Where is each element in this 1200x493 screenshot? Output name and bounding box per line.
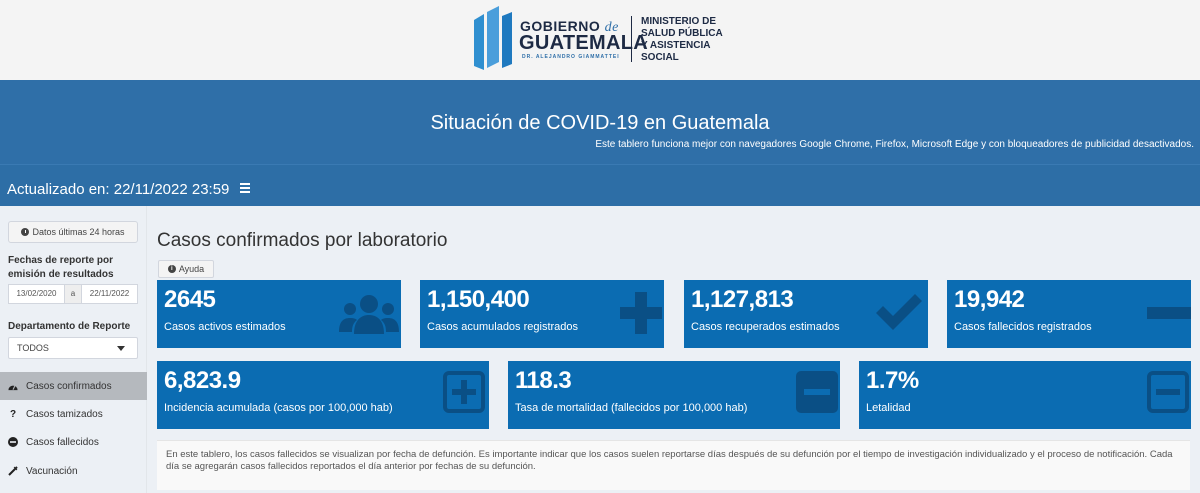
date-range-picker: 13/02/2020 a 22/11/2022 bbox=[8, 284, 138, 304]
stat-box-casos-activos: 2645 Casos activos estimados bbox=[157, 280, 401, 348]
logo-president: DR. ALEJANDRO GIAMMATTEI bbox=[522, 54, 620, 60]
stat-box-incidencia: 6,823.9 Incidencia acumulada (casos por … bbox=[157, 361, 489, 429]
logo-bar bbox=[0, 0, 1200, 80]
stat-box-casos-fallecidos: 19,942 Casos fallecidos registrados bbox=[947, 280, 1191, 348]
help-label: Ayuda bbox=[178, 264, 205, 274]
stat-value: 1,127,813 bbox=[691, 286, 794, 313]
page-title-main: Situación de COVID-19 en Guatemala bbox=[430, 112, 770, 134]
stat-value: 1,150,400 bbox=[427, 286, 530, 313]
stat-label: Casos activos estimados bbox=[164, 321, 286, 333]
disclaimer-note: En este tablero, los casos fallecidos se… bbox=[157, 440, 1190, 490]
sidebar-item-label: Vacunación bbox=[26, 465, 78, 477]
stat-value: 2645 bbox=[164, 286, 216, 313]
department-select[interactable]: TODOS bbox=[8, 337, 138, 359]
hamburger-icon[interactable] bbox=[240, 183, 250, 193]
ministerio-line: Y ASISTENCIA bbox=[641, 40, 711, 51]
last-24h-label: Datos últimas 24 horas bbox=[32, 227, 125, 237]
stat-value: 1.7% bbox=[866, 367, 919, 394]
page-header bbox=[0, 80, 1200, 164]
sidebar-item-casos-tamizados[interactable]: ? Casos tamizados bbox=[0, 400, 147, 428]
stat-label: Casos recuperados estimados bbox=[691, 321, 840, 333]
browser-notice: Este tablero funciona mejor con navegado… bbox=[595, 139, 1194, 150]
stat-value: 6,823.9 bbox=[164, 367, 241, 394]
sidebar-item-label: Casos fallecidos bbox=[26, 436, 99, 448]
ministerio-line: SOCIAL bbox=[641, 52, 679, 63]
navbar bbox=[0, 164, 1200, 206]
stat-label: Letalidad bbox=[866, 402, 911, 414]
date-range-label: Fechas de reporte por emisión de resulta… bbox=[8, 255, 114, 280]
minus-circle-icon bbox=[8, 437, 18, 447]
government-logo: GOBIERNO de GUATEMALA DR. ALEJANDRO GIAM… bbox=[474, 6, 734, 72]
stat-label: Tasa de mortalidad (fallecidos por 100,0… bbox=[515, 402, 748, 414]
caret-down-icon bbox=[117, 346, 125, 351]
ministerio-line: MINISTERIO DE bbox=[641, 16, 717, 27]
date-separator: a bbox=[65, 284, 81, 304]
department-label: Departamento de Reporte bbox=[8, 321, 131, 332]
stat-label: Incidencia acumulada (casos por 100,000 … bbox=[164, 402, 393, 414]
stat-label: Casos fallecidos registrados bbox=[954, 321, 1092, 333]
stat-box-casos-acumulados: 1,150,400 Casos acumulados registrados bbox=[420, 280, 664, 348]
question-icon: ? bbox=[9, 408, 17, 420]
logo-ministerio: MINISTERIO DE SALUD PÚBLICA Y ASISTENCIA… bbox=[641, 16, 723, 64]
sidebar-item-label: Casos confirmados bbox=[26, 380, 112, 392]
info-icon: i bbox=[167, 265, 176, 273]
guatemala-flag-logo-icon bbox=[474, 6, 512, 70]
logo-guatemala: GUATEMALA bbox=[519, 32, 648, 54]
logo-gobierno: GOBIERNO bbox=[520, 18, 601, 34]
ministerio-line: SALUD PÚBLICA bbox=[641, 28, 723, 39]
sidebar-item-casos-fallecidos[interactable]: Casos fallecidos bbox=[0, 428, 147, 456]
help-button[interactable]: i Ayuda bbox=[158, 260, 214, 278]
syringe-icon bbox=[8, 466, 18, 476]
stat-box-casos-recuperados: 1,127,813 Casos recuperados estimados bbox=[684, 280, 928, 348]
last-24h-button[interactable]: Datos últimas 24 horas bbox=[8, 221, 138, 243]
logo-divider bbox=[631, 16, 632, 62]
plus-square-icon bbox=[443, 371, 485, 413]
stat-box-mortalidad: 118.3 Tasa de mortalidad (fallecidos por… bbox=[508, 361, 840, 429]
stat-value: 19,942 bbox=[954, 286, 1025, 313]
clock-icon bbox=[21, 228, 30, 236]
logo-de: de bbox=[604, 20, 619, 35]
last-updated: Actualizado en: 22/11/2022 23:59 bbox=[7, 181, 230, 198]
date-from-input[interactable]: 13/02/2020 bbox=[8, 284, 65, 304]
sidebar-item-label: Casos tamizados bbox=[26, 408, 103, 420]
plus-icon bbox=[620, 292, 662, 334]
minus-square-icon bbox=[796, 371, 838, 413]
sidebar-item-vacunacion[interactable]: Vacunación bbox=[0, 457, 147, 485]
date-to-input[interactable]: 22/11/2022 bbox=[81, 284, 138, 304]
sidebar-item-casos-confirmados[interactable]: Casos confirmados bbox=[0, 372, 147, 400]
minus-icon bbox=[1147, 307, 1191, 319]
dashboard-icon bbox=[8, 381, 18, 391]
department-select-value: TODOS bbox=[17, 343, 49, 353]
stat-value: 118.3 bbox=[515, 367, 572, 394]
users-icon bbox=[339, 295, 399, 334]
section-title: Casos confirmados por laboratorio bbox=[157, 230, 448, 251]
stat-label: Casos acumulados registrados bbox=[427, 321, 579, 333]
check-icon bbox=[876, 294, 922, 330]
minus-square-outline-icon bbox=[1147, 371, 1189, 413]
stat-box-letalidad: 1.7% Letalidad bbox=[859, 361, 1191, 429]
